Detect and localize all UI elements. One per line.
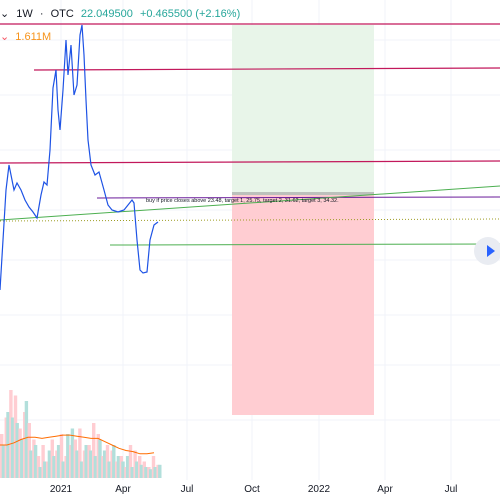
- volume-bar-up: [158, 464, 162, 478]
- volume-bar-up: [116, 456, 121, 478]
- volume-bar-up: [33, 445, 38, 478]
- trend-line: [0, 185, 500, 221]
- volume-bar-up: [20, 439, 24, 478]
- last-price: 22.049500: [80, 8, 133, 20]
- volume-bar-up: [148, 469, 153, 478]
- x-tick-label: Jul: [444, 484, 458, 495]
- volume-bar-up: [29, 450, 33, 478]
- volume-bar-up: [66, 434, 70, 478]
- volume-bar-up: [153, 467, 157, 478]
- entry-line: [232, 192, 374, 195]
- volume-bar-up: [102, 450, 107, 478]
- volume-bar-down: [18, 428, 22, 478]
- exchange-label: OTC: [50, 8, 74, 20]
- volume-bar-up: [112, 445, 116, 478]
- volume-bar-down: [133, 450, 137, 478]
- volume-bar-up: [15, 423, 19, 478]
- volume-bar-up: [125, 456, 130, 478]
- volume-bar-up: [52, 456, 56, 478]
- volume-bar-up: [70, 428, 75, 478]
- volume-bar-down: [92, 423, 96, 478]
- volume-bar-up: [38, 467, 42, 478]
- buy-level-line: [96, 196, 500, 199]
- volume-bar-up: [89, 450, 93, 478]
- symbol-header[interactable]: ⌄ 1W · OTC 22.049500 +0.465500 (+2.16%): [0, 7, 244, 21]
- short-position-zone: [232, 195, 374, 415]
- volume-ma-line: [0, 434, 155, 455]
- volume-bar-down: [124, 467, 128, 478]
- separator-dot: ·: [39, 8, 44, 20]
- volume-bar-up: [43, 461, 47, 478]
- volume-bar-down: [156, 464, 160, 478]
- price-change: +0.465500 (+2.16%): [139, 8, 241, 20]
- volume-bar-up: [98, 439, 102, 478]
- volume-bar-down: [128, 445, 133, 478]
- x-tick-label: 2021: [49, 484, 73, 495]
- x-tick-label: Oct: [244, 484, 260, 495]
- volume-bar-up: [139, 464, 144, 478]
- volume-bar-up: [56, 445, 61, 478]
- scroll-to-realtime-button[interactable]: [474, 237, 500, 265]
- price-line: [0, 24, 159, 291]
- volume-bar-down: [101, 456, 105, 478]
- volume-bar-up: [107, 461, 111, 478]
- volume-bar-up: [84, 445, 88, 478]
- volume-bar-up: [75, 450, 79, 478]
- volume-bar-up: [79, 461, 84, 478]
- volume-bar-up: [121, 461, 125, 478]
- volume-bar-up: [47, 450, 52, 478]
- volume-bar-down: [59, 434, 64, 478]
- volume-bar-up: [10, 417, 15, 478]
- volume-bar-up: [93, 456, 98, 478]
- interval-label[interactable]: 1W: [16, 8, 33, 20]
- x-tick-label: Jul: [180, 484, 194, 495]
- long-position-zone: [232, 25, 374, 195]
- volume-bar-up: [144, 467, 148, 478]
- volume-menu-icon[interactable]: ⌄: [0, 31, 10, 43]
- trade-annotation: buy if price closes above 23.48, target …: [146, 198, 339, 204]
- volume-value: 1.611M: [15, 31, 52, 43]
- support-line: [109, 243, 500, 246]
- volume-bar-up: [130, 467, 134, 478]
- resistance-line-3: [0, 160, 500, 164]
- x-tick-label: Apr: [377, 484, 393, 495]
- symbol-menu-icon[interactable]: ⌄: [0, 8, 10, 20]
- volume-bar-up: [61, 461, 65, 478]
- volume-bar-up: [24, 401, 29, 478]
- volume-bar-up: [135, 461, 139, 478]
- x-tick-label: Apr: [115, 484, 131, 495]
- x-tick-label: 2022: [307, 484, 331, 495]
- volume-bar-down: [78, 428, 82, 478]
- volume-legend[interactable]: ⌄ 1.611M: [0, 30, 51, 44]
- volume-bar-up: [1, 445, 6, 478]
- resistance-line-2: [33, 67, 500, 71]
